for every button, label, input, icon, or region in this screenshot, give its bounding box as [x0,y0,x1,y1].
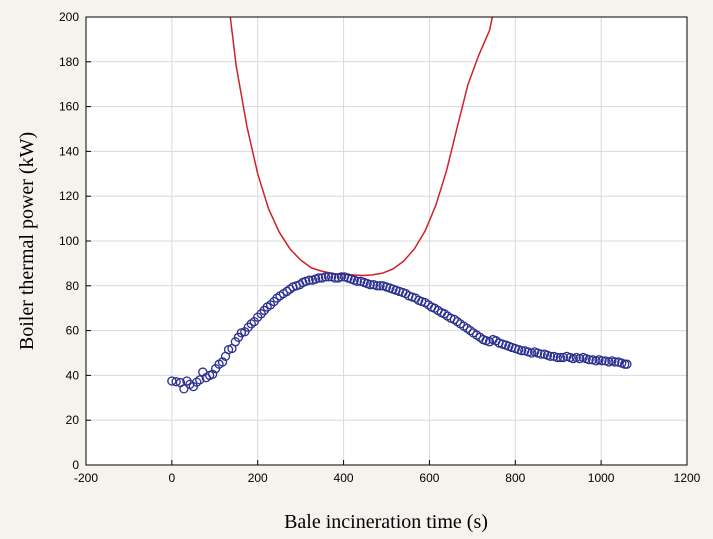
data-point [517,346,527,356]
y-tick-label: 100 [59,234,79,248]
data-point [330,273,340,283]
x-tick-label: 1200 [674,471,701,485]
x-tick-label: 1000 [588,471,615,485]
data-point [323,272,334,282]
y-tick-labels: 0 20 40 60 80 100 120 140 160 180 200 [59,10,79,472]
data-point [217,357,228,367]
y-tick-label: 160 [59,100,79,114]
data-point [452,316,462,327]
data-point [372,281,382,291]
data-point [246,319,256,329]
data-point [365,280,375,290]
data-point [320,272,331,282]
data-point [439,309,450,319]
y-tick-label: 120 [59,189,79,203]
y-tick-label: 140 [59,144,79,158]
data-point [272,293,282,303]
fitted-curve [229,17,494,277]
x-tick-labels: -200 0 200 400 600 800 1000 1200 [74,471,701,485]
y-tick-label: 40 [66,368,80,382]
data-point [207,369,218,379]
data-point [552,352,563,363]
y-tick-label: 200 [59,10,79,24]
data-point [171,377,181,387]
data-point [336,272,347,282]
x-tick-label: 200 [248,471,268,485]
data-point [352,276,362,286]
data-point [610,357,620,367]
data-point [449,314,459,325]
data-point [192,377,202,387]
y-tick-label: 60 [66,324,80,338]
y-tick-label: 20 [66,413,80,427]
data-point [195,375,205,385]
data-point [167,376,177,386]
x-axis-title: Bale incineration time (s) [284,511,488,533]
data-point [545,351,556,362]
x-tick-label: 600 [419,471,439,485]
data-point [555,352,566,363]
y-axis-title: Boiler thermal power (kW) [16,132,38,350]
x-tick-label: 0 [169,471,176,485]
y-tick-label: 0 [72,458,79,472]
data-point [597,356,607,366]
y-tick-label: 180 [59,55,79,69]
data-point [282,286,292,297]
x-tick-label: 400 [334,471,354,485]
data-point [584,355,594,365]
data-point [179,384,189,394]
data-point [314,273,324,283]
data-point [465,325,475,336]
data-point [536,349,546,359]
y-tick-label: 80 [66,279,80,293]
data-points-layer [167,272,632,394]
x-tick-label: -200 [74,471,98,485]
data-point [622,359,632,369]
plot-frame [85,16,688,466]
data-point [304,275,314,285]
data-point [462,323,472,334]
x-tick-label: 800 [505,471,525,485]
data-point [375,281,385,291]
fitted-curve-layer [229,17,494,277]
